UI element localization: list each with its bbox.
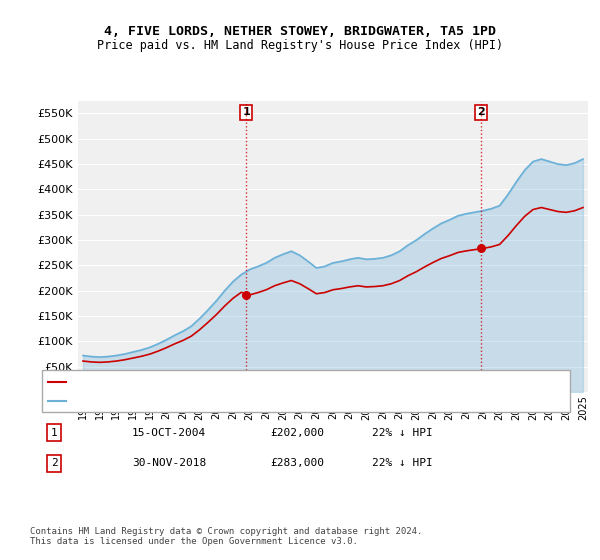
Text: 1: 1 (50, 428, 58, 437)
Text: 1: 1 (242, 108, 250, 118)
Point (242, 291, 251, 300)
Text: £283,000: £283,000 (270, 459, 324, 468)
Text: £202,000: £202,000 (270, 428, 324, 437)
Text: Contains HM Land Registry data © Crown copyright and database right 2024.
This d: Contains HM Land Registry data © Crown c… (30, 526, 422, 546)
Text: 15-OCT-2004: 15-OCT-2004 (132, 428, 206, 437)
Text: 22% ↓ HPI: 22% ↓ HPI (372, 428, 433, 437)
Text: Price paid vs. HM Land Registry's House Price Index (HPI): Price paid vs. HM Land Registry's House … (97, 39, 503, 52)
Text: 4, FIVE LORDS, NETHER STOWEY, BRIDGWATER, TA5 1PD (detached house): 4, FIVE LORDS, NETHER STOWEY, BRIDGWATER… (72, 377, 485, 387)
Point (476, 244, 486, 253)
Text: 22% ↓ HPI: 22% ↓ HPI (372, 459, 433, 468)
Text: 2: 2 (50, 459, 58, 468)
Text: HPI: Average price, detached house, Somerset: HPI: Average price, detached house, Some… (72, 396, 347, 406)
Text: 30-NOV-2018: 30-NOV-2018 (132, 459, 206, 468)
Text: 4, FIVE LORDS, NETHER STOWEY, BRIDGWATER, TA5 1PD: 4, FIVE LORDS, NETHER STOWEY, BRIDGWATER… (104, 25, 496, 38)
Text: 2: 2 (478, 108, 485, 118)
